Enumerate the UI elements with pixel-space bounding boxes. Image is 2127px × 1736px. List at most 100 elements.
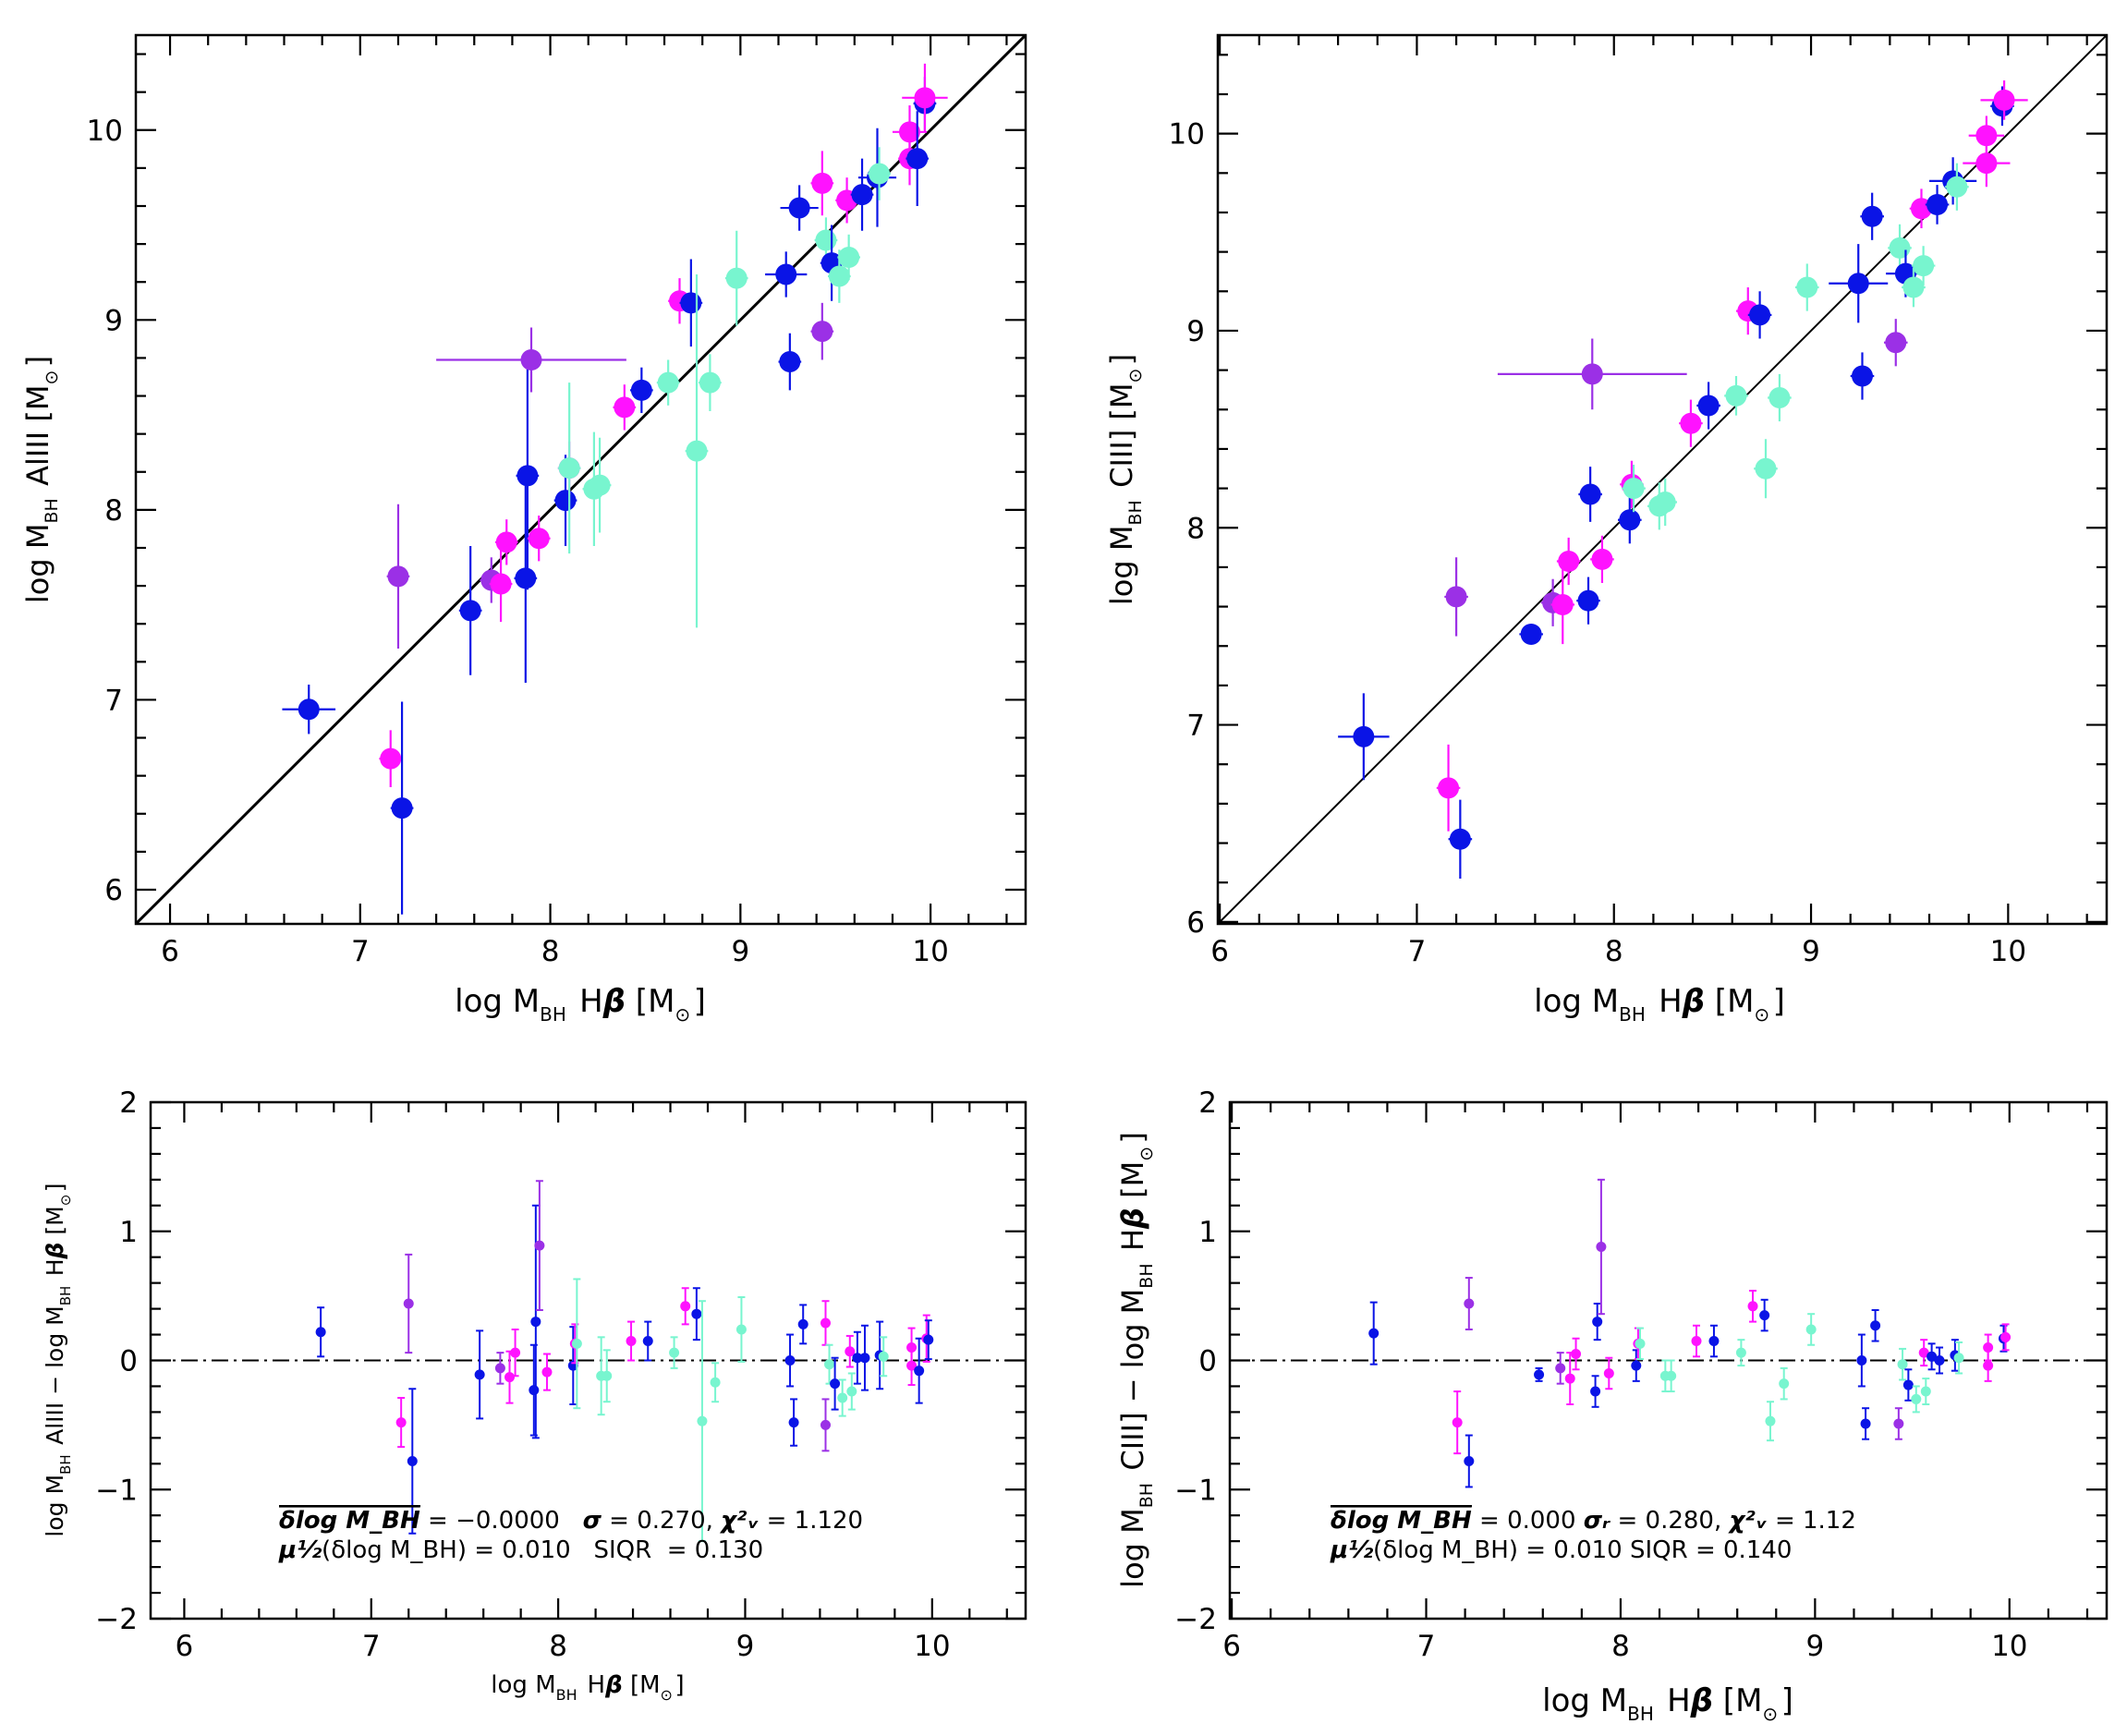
data-point	[837, 234, 860, 281]
data-point	[1902, 1368, 1914, 1402]
point-marker	[571, 1338, 582, 1349]
point-marker	[1747, 1301, 1758, 1312]
point-marker	[923, 1334, 934, 1345]
data-point	[784, 1333, 796, 1388]
point-marker	[1993, 89, 2015, 111]
data-point	[1464, 1277, 1475, 1330]
data-point	[1338, 693, 1390, 781]
data-point	[1497, 338, 1687, 410]
point-marker	[1983, 1360, 1994, 1371]
data-point	[850, 158, 874, 231]
data-point	[1883, 319, 1908, 367]
point-marker	[914, 87, 936, 109]
point-marker	[1852, 365, 1874, 387]
data-point	[1556, 537, 1581, 586]
data-point	[2000, 1323, 2012, 1352]
point-marker	[298, 698, 320, 721]
data-point	[1902, 267, 1926, 308]
point-marker	[1765, 1415, 1776, 1426]
point-marker	[1631, 1360, 1642, 1371]
point-marker	[1368, 1328, 1380, 1339]
point-marker	[797, 1318, 808, 1329]
data-point	[810, 302, 834, 360]
point-marker	[387, 565, 409, 588]
point-marker	[1623, 478, 1645, 500]
data-point	[494, 519, 518, 565]
point-marker	[1603, 1367, 1614, 1378]
y-tick-label: 8	[1186, 512, 1205, 545]
point-marker	[1725, 384, 1747, 407]
y-tick-label: 10	[1169, 118, 1205, 152]
point-marker	[697, 1415, 708, 1426]
data-point	[1911, 246, 1936, 285]
data-point	[797, 1304, 808, 1345]
data-point	[1893, 1407, 1904, 1440]
point-marker	[1438, 777, 1460, 799]
x-tick-label: 9	[736, 1630, 755, 1663]
data-point	[1635, 1327, 1646, 1361]
point-marker	[691, 1308, 702, 1319]
data-point	[379, 730, 403, 787]
point-marker	[517, 465, 539, 487]
point-marker	[846, 1386, 857, 1397]
x-axis-label: log MBH Hβ [M⊙ ]	[1534, 983, 1785, 1026]
data-point	[846, 1372, 857, 1411]
plot-frame	[1228, 1100, 2109, 1621]
data-point	[765, 251, 808, 297]
data-point	[778, 333, 802, 391]
point-marker	[1551, 593, 1574, 615]
x-tick-label: 10	[1991, 1630, 2027, 1663]
point-marker	[1666, 1370, 1677, 1381]
data-point	[407, 1388, 418, 1535]
data-point	[1444, 557, 1468, 637]
y-tick-label: 6	[104, 874, 123, 907]
data-point	[516, 361, 540, 590]
point-marker	[380, 747, 402, 770]
point-marker	[775, 263, 797, 285]
x-tick-label: 9	[1806, 1630, 1825, 1663]
residual-panel-ciii: 6 7 8 9 10 −2 −1 0 1 2 log MBH Hβ [M⊙ ] log MBH CII…	[1115, 1087, 2109, 1725]
point-marker	[642, 1336, 653, 1347]
data-point	[1519, 623, 1543, 645]
point-marker	[1520, 623, 1542, 645]
point-marker	[1619, 509, 1641, 531]
data-point	[878, 1336, 889, 1378]
data-point	[571, 1278, 582, 1410]
stats-line-1: δlog M_BH = 0.000 σᵣ = 0.280, χ²ᵥ = 1.12	[1331, 1507, 1856, 1535]
point-marker	[1596, 1242, 1607, 1253]
data-point	[1653, 478, 1677, 527]
data-point	[514, 473, 538, 683]
y-tick-label: 8	[104, 494, 123, 528]
y-tick-label: −2	[1174, 1603, 1217, 1636]
x-tick-label: 9	[1802, 935, 1820, 968]
data-point	[1666, 1359, 1677, 1393]
x-tick-label: 6	[176, 1630, 194, 1663]
point-marker	[1934, 1355, 1945, 1366]
point-marker	[869, 163, 891, 185]
data-point	[1571, 1337, 1582, 1371]
data-point	[390, 701, 414, 915]
data-point	[1708, 1324, 1720, 1358]
x-axis-label: log MBH Hβ [M⊙ ]	[1542, 1682, 1793, 1725]
x-tick-label: 7	[362, 1630, 381, 1663]
x-axis-label: log MBH Hβ [M⊙ ]	[455, 983, 706, 1026]
point-marker	[669, 1347, 680, 1358]
data-point	[282, 685, 336, 734]
data-point	[845, 1334, 856, 1368]
point-marker	[1861, 205, 1883, 227]
point-marker	[811, 172, 833, 194]
data-point	[837, 1378, 848, 1417]
point-marker	[558, 457, 580, 480]
data-point	[1464, 1434, 1475, 1488]
point-marker	[490, 573, 512, 595]
point-marker	[851, 184, 873, 206]
point-marker	[906, 1342, 918, 1354]
data-point	[1576, 577, 1600, 625]
point-marker	[614, 396, 636, 419]
y-tick-label: 9	[1186, 315, 1205, 348]
point-marker	[626, 1336, 637, 1347]
point-marker	[1796, 276, 1818, 298]
data-point	[905, 111, 930, 206]
y-tick-label: 9	[104, 304, 123, 337]
data-point	[1622, 465, 1646, 513]
